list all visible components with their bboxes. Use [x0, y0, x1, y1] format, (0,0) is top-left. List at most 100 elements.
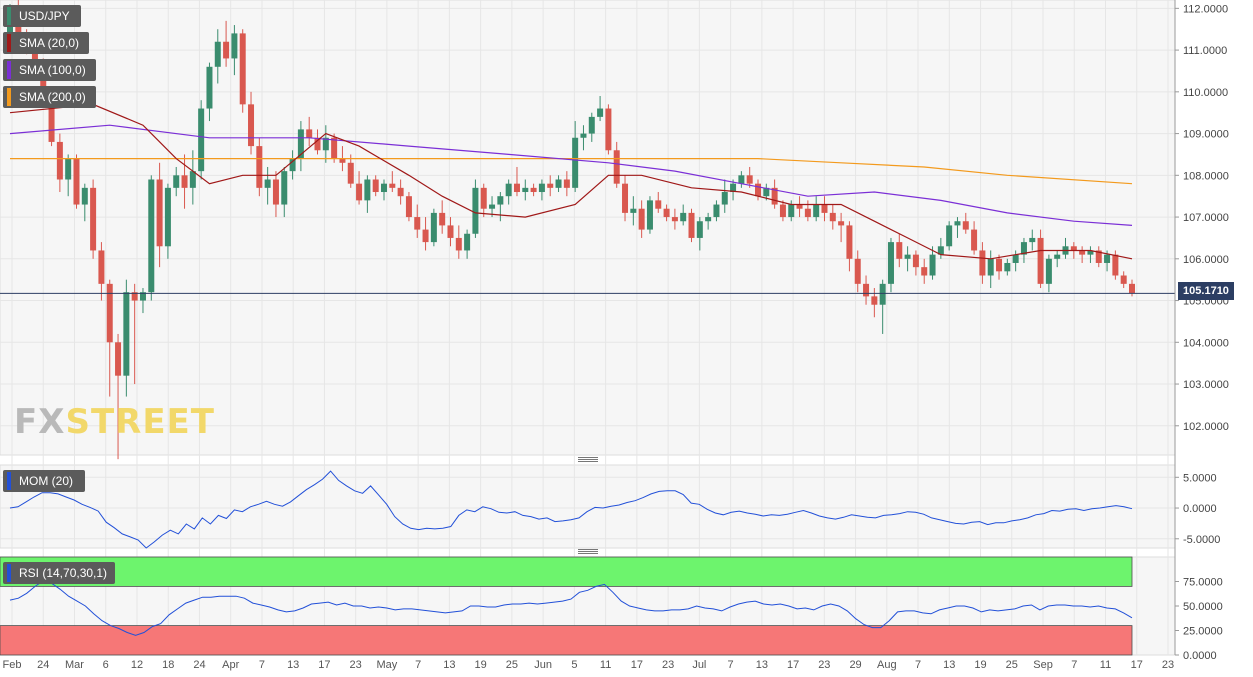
candle-body [472, 187, 479, 234]
x-tick-label: 24 [37, 659, 49, 671]
candle-body [480, 187, 487, 209]
rsi-tick-label: 25.0000 [1183, 626, 1223, 638]
candle-body [381, 183, 387, 193]
candle-body [1120, 275, 1127, 284]
y-tick-label: 108.0000 [1183, 170, 1229, 182]
candle-body [65, 158, 72, 180]
candle-body [173, 175, 180, 188]
candle-body [730, 183, 737, 193]
candle-body [48, 100, 55, 142]
x-tick-label: Aug [877, 659, 897, 671]
candle-body [887, 242, 894, 284]
candle-body [987, 258, 994, 276]
candle-body [148, 179, 155, 293]
sma200-swatch [7, 88, 11, 106]
candle-body [1070, 246, 1077, 251]
candle-body [688, 212, 695, 238]
sma200-legend[interactable]: SMA (200,0) [3, 86, 96, 108]
y-tick-label: 104.0000 [1183, 337, 1229, 349]
candle-body [214, 41, 221, 67]
candle-body [98, 250, 105, 284]
rsi-overbought-zone [0, 556, 1133, 587]
candle-body [912, 254, 919, 268]
watermark-street: STREET [65, 402, 215, 442]
candle-body [680, 212, 687, 222]
candle-body [90, 187, 97, 251]
x-tick-label: 5 [571, 659, 577, 671]
candle-body [746, 175, 753, 184]
candle-body [813, 204, 820, 218]
candle-body [996, 258, 1003, 272]
rsi-tick-label: 75.0000 [1183, 577, 1223, 589]
x-tick-label: 11 [1100, 659, 1111, 671]
candle-body [796, 204, 803, 209]
symbol-legend[interactable]: USD/JPY [3, 5, 81, 27]
candle-body [513, 183, 520, 193]
candle-body [231, 33, 238, 59]
candle-body [788, 204, 795, 218]
candle-body [497, 196, 504, 205]
candle-body [281, 171, 288, 205]
candle-body [272, 179, 279, 205]
candle-body [1020, 242, 1027, 255]
candle-body [356, 183, 363, 201]
candle-body [198, 108, 205, 172]
sma100-legend[interactable]: SMA (100,0) [3, 59, 96, 81]
y-tick-label: 107.0000 [1183, 212, 1229, 224]
mom-legend[interactable]: MOM (20) [3, 470, 85, 492]
candle-body [954, 221, 961, 226]
candle-body [655, 200, 662, 209]
mom-swatch [7, 472, 11, 490]
candle-body [56, 141, 63, 180]
main-pane-bg [0, 0, 1176, 456]
x-tick-label: Mar [65, 659, 84, 671]
candle-body [663, 208, 670, 218]
x-tick-label: 29 [849, 659, 861, 671]
mom-tick-label: -5.0000 [1183, 534, 1220, 546]
candle-body [597, 108, 604, 117]
candle-body [306, 129, 313, 138]
candle-body [256, 146, 263, 188]
candle-body [871, 296, 878, 305]
candle-body [522, 187, 529, 193]
x-tick-label: 12 [131, 659, 143, 671]
candle-body [946, 225, 953, 247]
candle-body [879, 283, 886, 305]
mom-pane-bg [0, 464, 1176, 549]
x-tick-label: Jun [534, 659, 552, 671]
candle-body [929, 254, 936, 276]
x-tick-label: 13 [943, 659, 955, 671]
candle-body [763, 187, 770, 197]
candle-body [538, 183, 545, 193]
x-tick-label: 17 [1131, 659, 1143, 671]
candle-body [297, 129, 304, 159]
pane-splitter-bottom[interactable] [578, 549, 598, 555]
sma20-legend[interactable]: SMA (20,0) [3, 32, 89, 54]
candle-body [314, 137, 321, 151]
candle-body [971, 229, 978, 251]
candle-body [223, 41, 230, 59]
x-tick-label: 7 [728, 659, 734, 671]
x-tick-label: 23 [662, 659, 674, 671]
candle-body [106, 283, 113, 343]
candle-body [405, 196, 412, 218]
y-tick-label: 102.0000 [1183, 421, 1229, 433]
rsi-swatch [7, 564, 11, 582]
mom-line [9, 470, 1133, 549]
candle-body [863, 283, 870, 297]
candle-body [547, 183, 554, 188]
rsi-legend[interactable]: RSI (14,70,30,1) [3, 562, 115, 584]
symbol-label: USD/JPY [19, 9, 70, 23]
y-tick-label: 111.0000 [1183, 45, 1227, 57]
x-tick-label: 7 [415, 659, 421, 671]
symbol-swatch [7, 7, 11, 25]
pane-splitter-top[interactable] [578, 457, 598, 463]
candle-body [397, 187, 404, 197]
candle-body [181, 175, 188, 188]
y-tick-label: 103.0000 [1183, 379, 1229, 391]
candle-body [156, 179, 163, 247]
candle-body [937, 246, 944, 255]
sma100-line [9, 124, 1133, 226]
y-tick-label: 112.0000 [1183, 3, 1228, 15]
